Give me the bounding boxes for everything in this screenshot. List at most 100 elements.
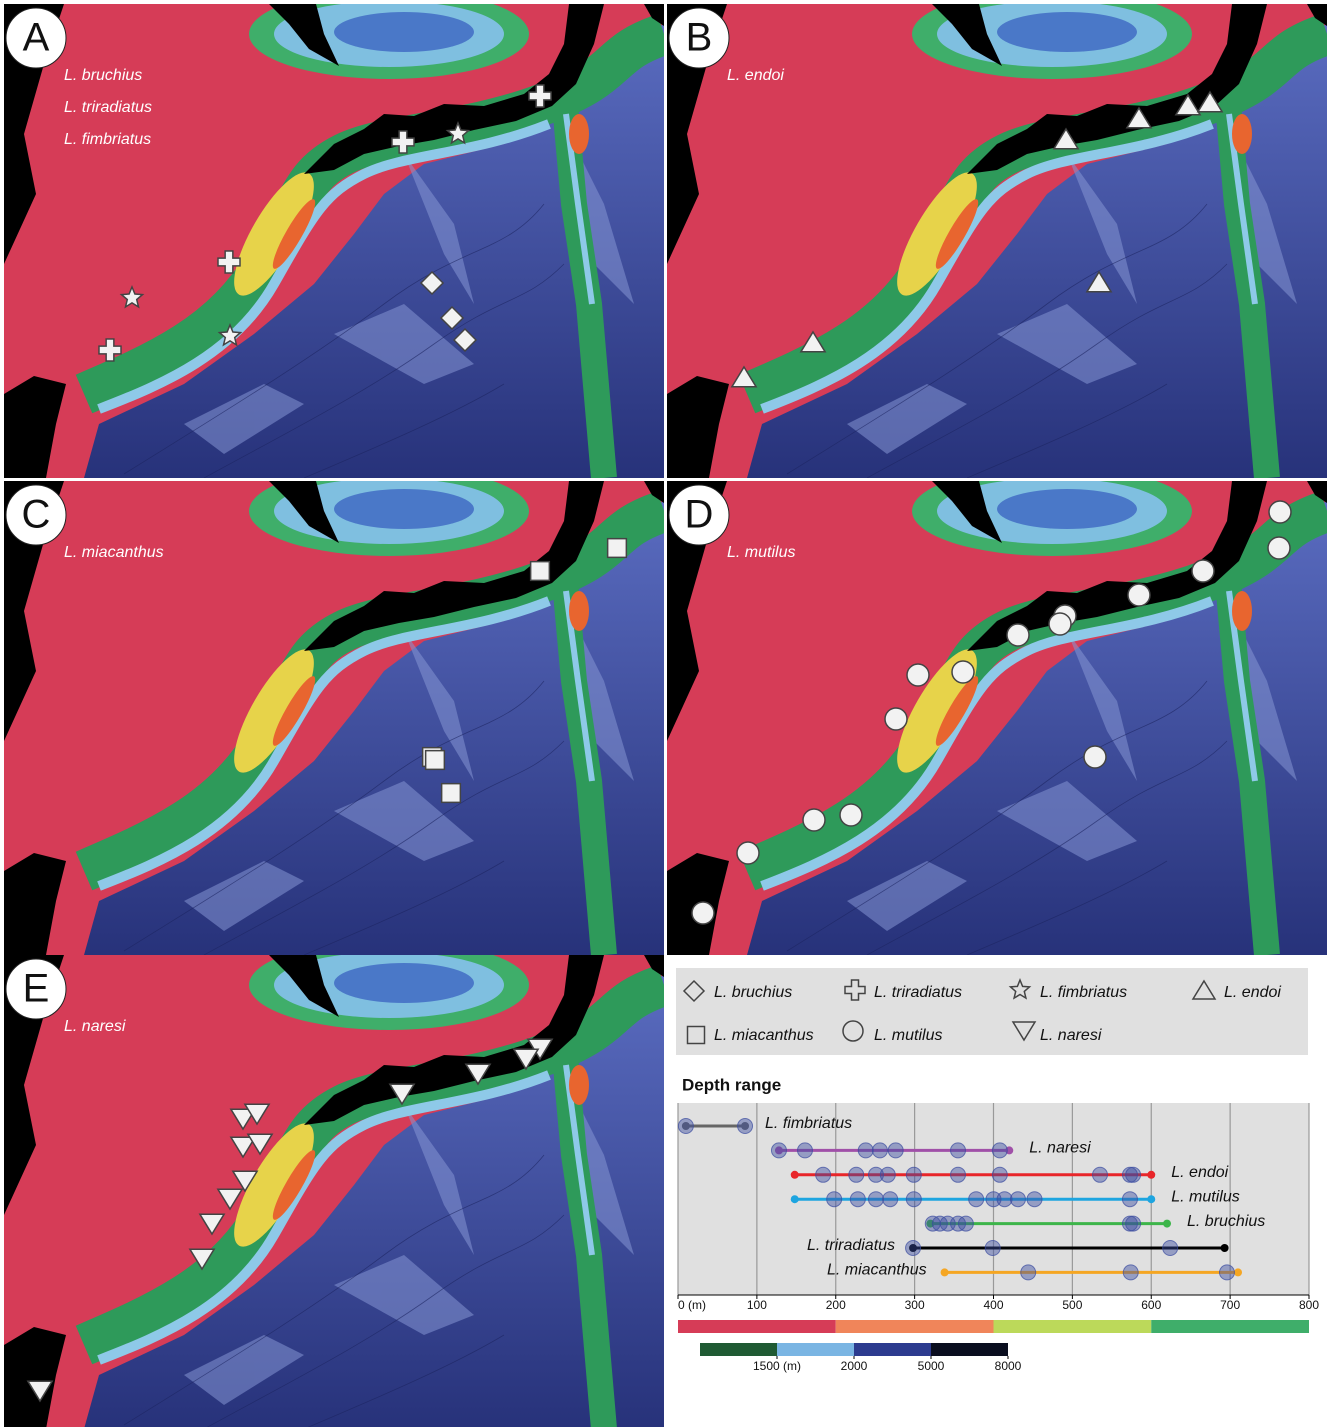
series-label: L. naresi — [1029, 1140, 1091, 1157]
deep-scale-label: 8000 — [995, 1359, 1022, 1373]
x-tick-label: 700 — [1220, 1298, 1240, 1312]
occurrence-marker — [1268, 537, 1290, 559]
occurrence-marker — [840, 804, 862, 826]
species-label: L. mutilus — [727, 544, 795, 561]
map-panel: BL. endoi — [667, 0, 1327, 478]
occurrence-marker — [1128, 584, 1150, 606]
x-tick-label: 800 — [1299, 1298, 1319, 1312]
species-label: L. fimbriatus — [64, 131, 151, 148]
legend-label: L. miacanthus — [714, 1027, 814, 1044]
record-point — [1123, 1265, 1138, 1280]
x-tick-label: 100 — [747, 1298, 767, 1312]
series-label: L. bruchius — [1187, 1213, 1265, 1230]
occurrence-marker — [442, 784, 461, 803]
species-label: L. miacanthus — [64, 544, 164, 561]
bathymetry-map — [4, 466, 664, 955]
x-tick-label: 500 — [1062, 1298, 1082, 1312]
occurrence-marker — [1269, 501, 1291, 523]
record-point — [797, 1143, 812, 1158]
range-max — [1147, 1171, 1155, 1179]
chart-title: Depth range — [682, 1075, 781, 1094]
occurrence-marker — [1084, 746, 1106, 768]
range-max — [1234, 1268, 1242, 1276]
record-point — [880, 1167, 895, 1182]
occurrence-marker — [1192, 560, 1214, 582]
x-tick-label: 400 — [983, 1298, 1003, 1312]
map-panel: A L. bruchius L. triradiatus L. fimbriatus — [4, 0, 664, 478]
occurrence-marker — [885, 708, 907, 730]
series-label: L. fimbriatus — [765, 1115, 852, 1132]
panel-letter: A — [23, 16, 50, 60]
record-point — [997, 1192, 1012, 1207]
record-point — [1021, 1265, 1036, 1280]
species-label: L. naresi — [64, 1018, 126, 1035]
occurrence-marker — [952, 661, 974, 683]
record-point — [858, 1143, 873, 1158]
record-point — [1163, 1241, 1178, 1256]
record-point — [906, 1192, 921, 1207]
range-max — [1163, 1220, 1171, 1228]
record-point — [827, 1192, 842, 1207]
record-point — [1126, 1216, 1141, 1231]
record-point — [985, 1241, 1000, 1256]
legend-label: L. endoi — [1224, 984, 1281, 1001]
legend-label: L. mutilus — [874, 1027, 942, 1044]
series-label: L. endoi — [1171, 1164, 1228, 1181]
record-point — [992, 1143, 1007, 1158]
map-panel: E L. naresi — [4, 940, 664, 1427]
record-point — [1219, 1265, 1234, 1280]
series-label: L. miacanthus — [827, 1262, 927, 1279]
record-point — [906, 1241, 921, 1256]
panel-letter: C — [22, 493, 51, 537]
occurrence-marker — [531, 562, 550, 581]
map-panel: C L. miacanthus — [4, 466, 664, 955]
deep-scale-label: 2000 — [841, 1359, 868, 1373]
deep-scale-label: 1500 (m) — [753, 1359, 801, 1373]
x-tick-label: 200 — [826, 1298, 846, 1312]
range-min — [941, 1268, 949, 1276]
range-min — [791, 1171, 799, 1179]
record-point — [906, 1167, 921, 1182]
range-min — [791, 1195, 799, 1203]
panel-letter: B — [686, 16, 713, 60]
x-tick-label: 300 — [905, 1298, 925, 1312]
species-label: L. triradiatus — [64, 99, 152, 116]
occurrence-marker — [737, 842, 759, 864]
figure: A L. bruchius L. triradiatus L. fimbriatus B… — [0, 0, 1333, 1427]
deep-color-band — [777, 1343, 854, 1356]
series-label: L. triradiatus — [807, 1237, 895, 1254]
deep-scale-label: 5000 — [918, 1359, 945, 1373]
occurrence-marker — [426, 751, 445, 770]
record-point — [868, 1192, 883, 1207]
record-point — [958, 1216, 973, 1231]
record-point — [951, 1167, 966, 1182]
occurrence-marker — [1007, 624, 1029, 646]
occurrence-marker — [692, 902, 714, 924]
legend-label: L. naresi — [1040, 1027, 1102, 1044]
deep-color-band — [931, 1343, 1008, 1356]
record-point — [951, 1143, 966, 1158]
record-point — [883, 1192, 898, 1207]
record-point — [969, 1192, 984, 1207]
record-point — [816, 1167, 831, 1182]
legend-label: L. fimbriatus — [1040, 984, 1127, 1001]
depth-color-band — [836, 1320, 994, 1333]
depth-color-band — [678, 1320, 836, 1333]
record-point — [1010, 1192, 1025, 1207]
record-point — [1122, 1192, 1137, 1207]
x-tick-label: 600 — [1141, 1298, 1161, 1312]
occurrence-marker — [1049, 613, 1071, 635]
panel-letter: E — [23, 967, 50, 1011]
record-point — [872, 1143, 887, 1158]
legend-label: L. bruchius — [714, 984, 792, 1001]
panel-letter: D — [685, 493, 714, 537]
record-point — [888, 1143, 903, 1158]
record-point — [738, 1119, 753, 1134]
species-label: L. bruchius — [64, 67, 142, 84]
bathymetry-map — [4, 940, 664, 1427]
occurrence-marker — [907, 664, 929, 686]
record-point — [771, 1143, 786, 1158]
depth-color-band — [1151, 1320, 1309, 1333]
x-tick-label: 0 (m) — [678, 1298, 706, 1312]
record-point — [1126, 1167, 1141, 1182]
